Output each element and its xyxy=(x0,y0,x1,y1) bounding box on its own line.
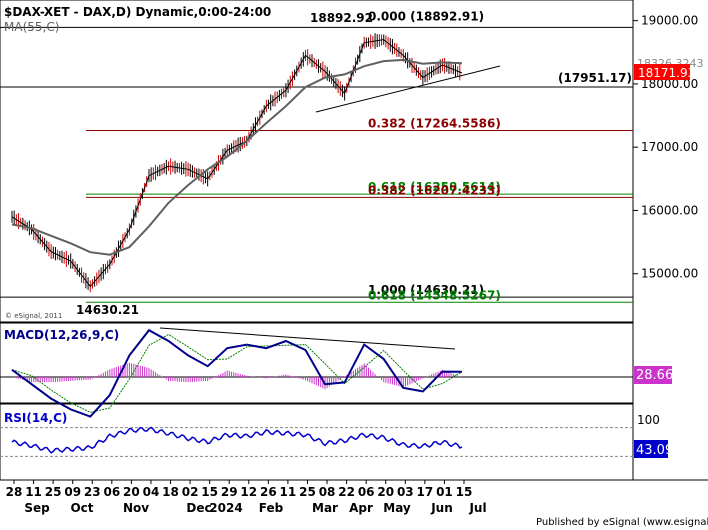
x-day-label: 08 xyxy=(319,485,336,499)
x-day-label: 26 xyxy=(260,485,277,499)
x-day-label: 06 xyxy=(358,485,375,499)
high-value-label: 18892.92 xyxy=(310,11,373,25)
x-day-label: 15 xyxy=(201,485,218,499)
rsi-label: RSI(14,C) xyxy=(4,411,67,425)
x-day-label: 23 xyxy=(84,485,101,499)
macd-value-tag xyxy=(634,366,672,384)
fib-level-label: 0.382 (16207.4233) xyxy=(368,183,501,197)
fib-level-label: 0.000 (18892.91) xyxy=(368,9,484,23)
price-close-line xyxy=(11,39,463,288)
x-month-label: Mar xyxy=(312,501,338,515)
x-day-label: 11 xyxy=(280,485,297,499)
fib-level-label: (17951.17) xyxy=(558,71,632,85)
rsi-panel-frame xyxy=(0,403,634,481)
rsi-value: 43.09 xyxy=(636,443,673,458)
ma-legend: MA(55,C) xyxy=(4,20,59,34)
x-month-label: Feb xyxy=(259,501,284,515)
x-day-label: 15 xyxy=(456,485,473,499)
x-month-label: 2024 xyxy=(209,501,242,515)
rsi-level-label: 100 xyxy=(637,413,660,427)
x-day-label: 09 xyxy=(64,485,81,499)
macd-label: MACD(12,26,9,C) xyxy=(4,328,119,342)
macd-signal-line xyxy=(11,333,463,413)
y-tick-label: 16000.00 xyxy=(641,203,698,217)
x-day-label: 28 xyxy=(6,485,23,499)
x-day-label: 25 xyxy=(45,485,62,499)
x-day-label: 04 xyxy=(143,485,160,499)
x-day-label: 18 xyxy=(162,485,179,499)
x-day-label: 25 xyxy=(299,485,316,499)
x-month-label: Oct xyxy=(70,501,93,515)
macd-line xyxy=(11,328,463,418)
fib-level-label: 0.618 (16258.5614) xyxy=(368,180,501,194)
x-month-label: May xyxy=(383,501,411,515)
rsi-line xyxy=(11,426,463,454)
y-tick-label: 15000.00 xyxy=(641,267,698,281)
x-month-label: Apr xyxy=(349,501,373,515)
low-value-label: 14630.21 xyxy=(76,303,139,317)
x-day-label: 11 xyxy=(25,485,42,499)
last-price-value: 18171.93 xyxy=(638,66,695,80)
fib-level-label: 0.618 (14548.5267) xyxy=(368,288,501,302)
x-month-label: Jun xyxy=(430,501,453,515)
x-month-label: Nov xyxy=(123,501,149,515)
x-day-label: 22 xyxy=(338,485,355,499)
x-day-label: 29 xyxy=(221,485,238,499)
x-day-label: 12 xyxy=(240,485,257,499)
y-tick-label: 19000.00 xyxy=(641,14,698,28)
watermark: © eSignal, 2011 xyxy=(5,312,62,320)
fib-level-label: 0.382 (17264.5586) xyxy=(368,116,501,130)
fib-level-label: 1.000 (14630.21) xyxy=(368,283,484,297)
x-day-label: 06 xyxy=(103,485,120,499)
ma-line xyxy=(11,58,463,256)
last-price-tag xyxy=(634,64,690,80)
macd-value: 28.66 xyxy=(636,368,673,383)
trend-line xyxy=(315,65,501,113)
x-day-label: 03 xyxy=(397,485,414,499)
price-panel-frame xyxy=(0,0,634,323)
x-month-label: Sep xyxy=(24,501,50,515)
macd-panel-frame xyxy=(0,322,634,404)
x-day-label: 17 xyxy=(417,485,434,499)
rsi-value-tag xyxy=(634,440,668,458)
x-day-label: 01 xyxy=(436,485,453,499)
x-month-label: Jul xyxy=(468,501,486,515)
footer-credit: Published by eSignal (www.esignal.com) xyxy=(536,517,708,528)
y-tick-label: 17000.00 xyxy=(641,140,698,154)
symbol-title: $DAX-XET - DAX,D) Dynamic,0:00-24:00 xyxy=(4,5,271,19)
x-month-label: Dec xyxy=(186,501,211,515)
x-day-label: 02 xyxy=(182,485,199,499)
macd-divergence-line xyxy=(159,327,456,350)
y-tick-label: 18000.00 xyxy=(641,77,698,91)
x-day-label: 20 xyxy=(377,485,394,499)
x-day-label: 20 xyxy=(123,485,140,499)
